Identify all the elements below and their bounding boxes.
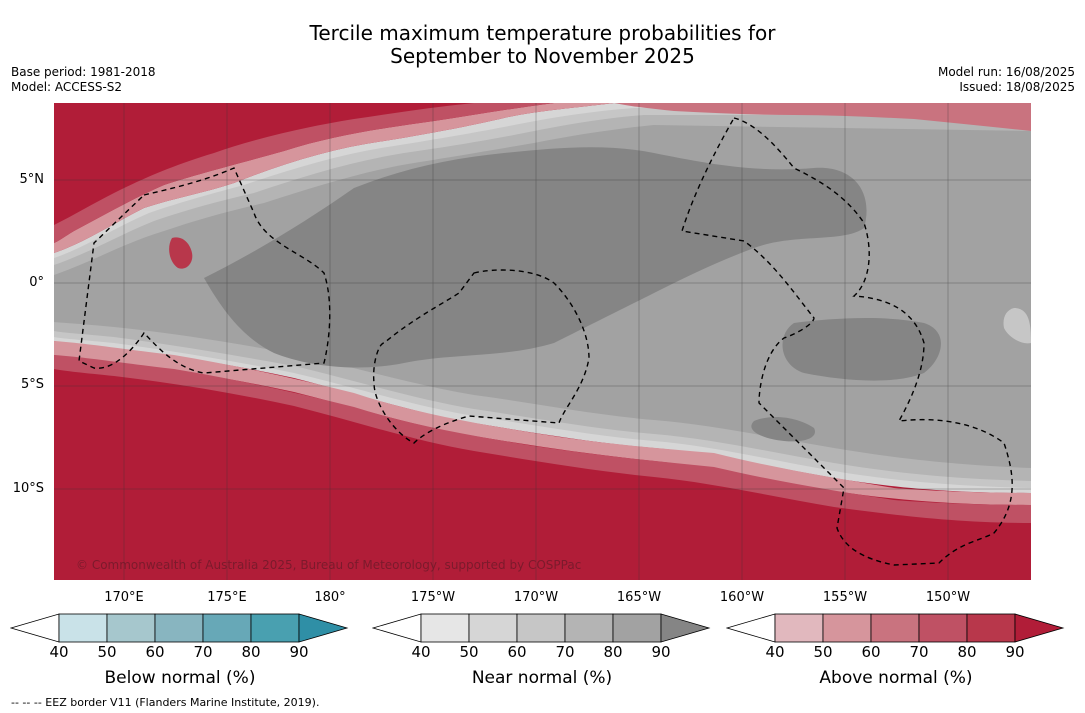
near-normal-70-patch-east [1003, 308, 1031, 344]
eez-footnote: -- -- -- EEZ border V11 (Flanders Marine… [11, 696, 320, 709]
lon-label-180: 180° [314, 590, 346, 605]
base-period: Base period: 1981-2018 [11, 65, 156, 79]
colorbar-tick: 50 [813, 643, 833, 661]
colorbar-segment [420, 613, 470, 643]
colorbar-tick: 40 [411, 643, 431, 661]
lat-label-5n: 5°N [19, 172, 45, 187]
eez-borders [78, 117, 1013, 566]
near-normal-90-region-south [751, 417, 815, 442]
colorbar-segment [564, 613, 614, 643]
above-normal-hotspot [169, 237, 193, 269]
colorbar-tick: 70 [909, 643, 929, 661]
model-name: Model: ACCESS-S2 [11, 80, 123, 94]
colorbar-extend-high [660, 613, 711, 643]
colorbar-segment [774, 613, 824, 643]
eez-border-kiribati-west [78, 167, 331, 374]
colorbar-extend-low [725, 613, 776, 643]
lon-label-175w: 175°W [410, 590, 456, 605]
colorbar-tick: 40 [49, 643, 69, 661]
colorbar-title-near: Near normal (%) [471, 668, 613, 688]
colorbar-tick: 60 [507, 643, 527, 661]
colorbar-tick: 80 [957, 643, 977, 661]
colorbar-tick: 60 [861, 643, 881, 661]
eez-border-central [372, 269, 590, 444]
lon-label-165w: 165°W [616, 590, 662, 605]
near-normal-90-region-east [782, 318, 941, 381]
lon-label-170e: 170°E [104, 590, 144, 605]
copyright-text: © Commonwealth of Australia 2025, Bureau… [76, 558, 581, 572]
colorbar-segment [106, 613, 156, 643]
colorbar-segment [468, 613, 518, 643]
colorbar-segment [612, 613, 662, 643]
colorbar-tick: 70 [193, 643, 213, 661]
lat-label-5s: 5°S [20, 377, 44, 392]
colorbar-segment [966, 613, 1016, 643]
map-gridlines [54, 103, 1031, 580]
above-normal-band-northeast [614, 103, 1031, 131]
above-normal-50-band-south [54, 341, 1031, 505]
lon-label-150w: 150°W [925, 590, 971, 605]
eez-border-east [681, 117, 1013, 566]
colorbar-tick: 80 [241, 643, 261, 661]
colorbar-tick: 50 [459, 643, 479, 661]
colorbar-segment [822, 613, 872, 643]
lon-label-170w: 170°W [513, 590, 559, 605]
colorbar-segment [202, 613, 252, 643]
colorbar-tick: 50 [97, 643, 117, 661]
colorbar-above-ticks: 40 50 60 70 80 90 [726, 643, 1066, 663]
colorbar-segment [154, 613, 204, 643]
title-line-1: Tercile maximum temperature probabilitie… [309, 21, 776, 45]
colorbar-extend-low [9, 613, 60, 643]
colorbar-near-ticks: 40 50 60 70 80 90 [372, 643, 712, 663]
colorbar-segment [58, 613, 108, 643]
colorbar-above-normal [725, 612, 1066, 644]
colorbar-segment [516, 613, 566, 643]
lat-label-0: 0° [29, 275, 44, 290]
lon-label-160w: 160°W [719, 590, 765, 605]
lat-label-10s: 10°S [12, 481, 44, 496]
map-svg: © Commonwealth of Australia 2025, Bureau… [54, 103, 1031, 580]
colorbar-below-normal [9, 612, 350, 644]
colorbar-tick: 40 [765, 643, 785, 661]
colorbar-tick: 90 [289, 643, 309, 661]
colorbar-extend-low [371, 613, 422, 643]
issued-date: Issued: 18/08/2025 [959, 80, 1075, 94]
colorbar-title-below: Below normal (%) [104, 668, 256, 688]
above-normal-70-band-north [54, 103, 554, 243]
lon-label-155w: 155°W [822, 590, 868, 605]
above-normal-70-band-south [54, 355, 1031, 523]
colorbar-below-ticks: 40 50 60 70 80 90 [10, 643, 350, 663]
colorbar-tick: 60 [145, 643, 165, 661]
model-run: Model run: 16/08/2025 [937, 65, 1075, 79]
title-line-2: September to November 2025 [390, 44, 695, 68]
colorbar-tick: 90 [1005, 643, 1025, 661]
colorbar-tick: 90 [651, 643, 671, 661]
lon-label-175e: 175°E [207, 590, 247, 605]
probability-map: © Commonwealth of Australia 2025, Bureau… [54, 103, 1031, 580]
colorbar-extend-high [298, 613, 349, 643]
colorbar-segment [918, 613, 968, 643]
colorbar-extend-high [1014, 613, 1065, 643]
colorbar-near-normal [371, 612, 712, 644]
colorbar-tick: 70 [555, 643, 575, 661]
colorbar-title-above: Above normal (%) [819, 668, 973, 688]
colorbar-segment [870, 613, 920, 643]
colorbar-tick: 80 [603, 643, 623, 661]
colorbar-segment [250, 613, 300, 643]
near-normal-90-region-west [204, 147, 867, 368]
